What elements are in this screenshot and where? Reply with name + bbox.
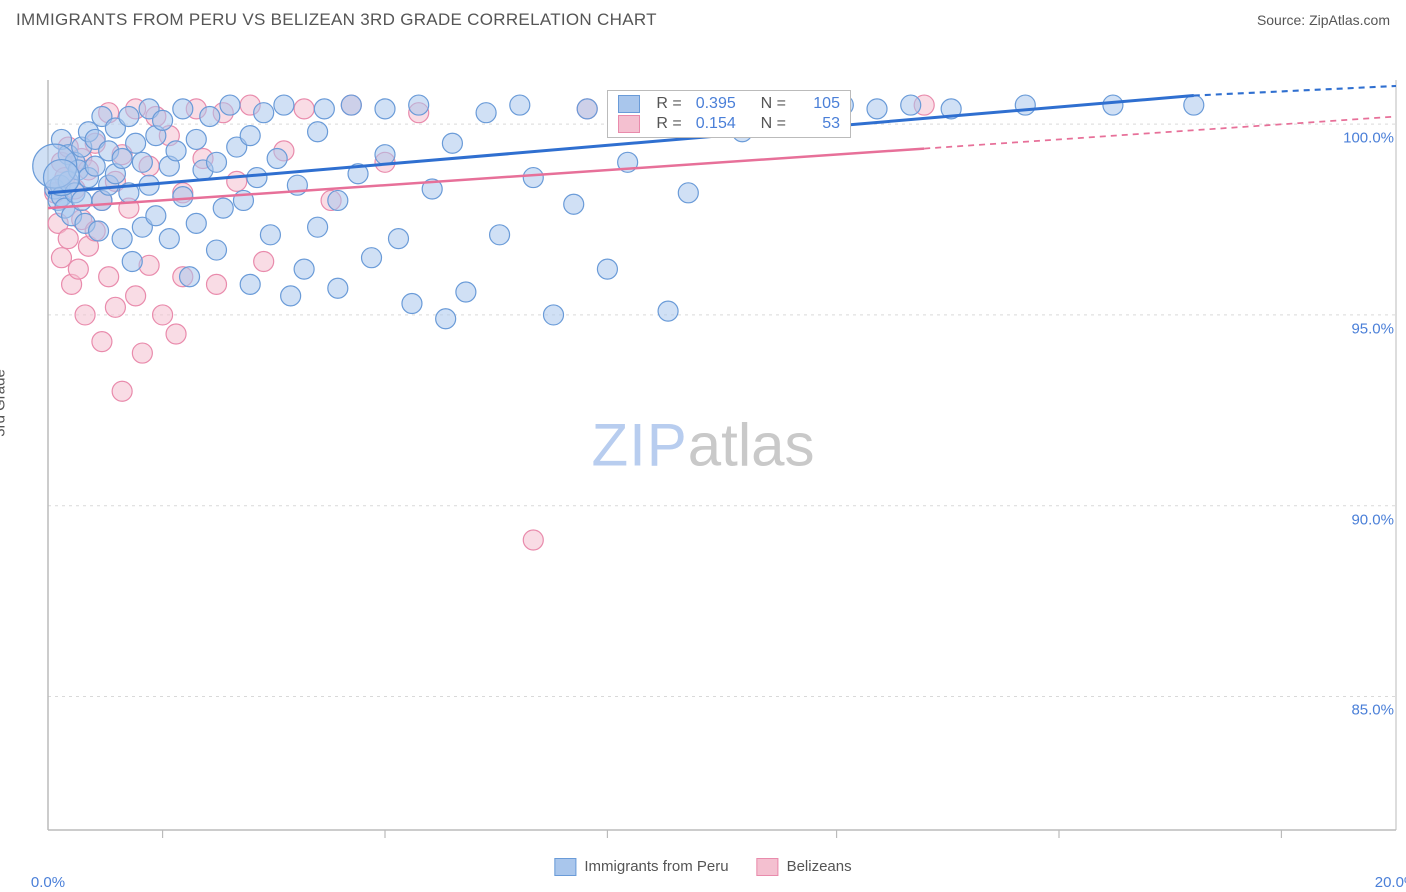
- correlation-legend: R = 0.395 N = 105 R = 0.154 N = 53: [607, 90, 851, 138]
- r-label: R =: [656, 95, 681, 113]
- chart-area: 3rd Grade ZIPatlas 85.0%90.0%95.0%100.0%…: [0, 38, 1406, 886]
- n-label: N =: [761, 115, 786, 133]
- r-label: R =: [656, 115, 681, 133]
- chart-header: IMMIGRANTS FROM PERU VS BELIZEAN 3RD GRA…: [0, 0, 1406, 38]
- legend-swatch: [618, 95, 640, 113]
- correlation-row: R = 0.154 N = 53: [618, 115, 840, 133]
- r-value: 0.154: [690, 115, 736, 133]
- legend-swatch: [618, 115, 640, 133]
- x-tick: 20.0%: [1375, 874, 1406, 891]
- series-legend: Immigrants from Peru Belizeans: [554, 858, 851, 876]
- source-label: Source: ZipAtlas.com: [1257, 12, 1390, 28]
- legend-item: Immigrants from Peru: [554, 858, 728, 876]
- legend-item: Belizeans: [757, 858, 852, 876]
- n-value: 53: [794, 115, 840, 133]
- r-value: 0.395: [690, 95, 736, 113]
- n-value: 105: [794, 95, 840, 113]
- legend-swatch: [757, 858, 779, 876]
- n-label: N =: [761, 95, 786, 113]
- scatter-plot-svg: [0, 38, 1406, 886]
- legend-label: Belizeans: [787, 858, 852, 875]
- source-prefix: Source:: [1257, 12, 1309, 28]
- legend-swatch: [554, 858, 576, 876]
- source-name: ZipAtlas.com: [1309, 12, 1390, 28]
- legend-label: Immigrants from Peru: [584, 858, 728, 875]
- chart-title: IMMIGRANTS FROM PERU VS BELIZEAN 3RD GRA…: [16, 10, 657, 30]
- x-tick: 0.0%: [31, 874, 65, 891]
- correlation-row: R = 0.395 N = 105: [618, 95, 840, 113]
- y-axis-label: 3rd Grade: [0, 369, 9, 437]
